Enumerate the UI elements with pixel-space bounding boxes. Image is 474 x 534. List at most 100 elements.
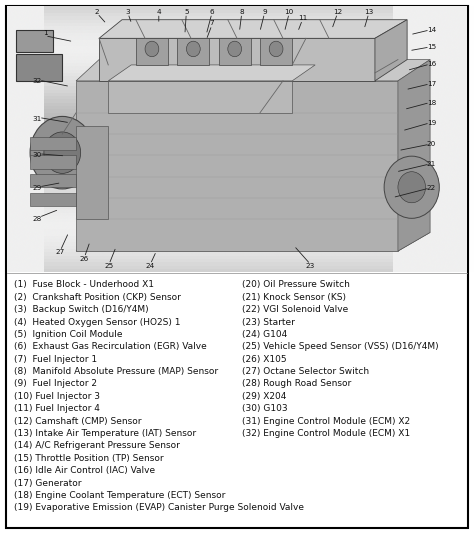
Text: 18: 18 (427, 99, 436, 106)
Circle shape (228, 41, 242, 57)
Bar (30, 155, 76, 169)
Text: 3: 3 (126, 9, 130, 15)
Bar (44, 150, 393, 153)
Bar (44, 36, 393, 40)
Text: (24) G104: (24) G104 (242, 330, 287, 339)
Polygon shape (76, 81, 398, 251)
Bar (44, 186, 393, 189)
Text: 8: 8 (239, 9, 244, 15)
Text: 21: 21 (427, 161, 436, 167)
Bar (44, 256, 393, 259)
Text: (27) Octane Selector Switch: (27) Octane Selector Switch (242, 367, 369, 376)
Text: (16) Idle Air Control (IAC) Valve: (16) Idle Air Control (IAC) Valve (14, 466, 155, 475)
Circle shape (269, 41, 283, 57)
Text: 24: 24 (146, 263, 155, 269)
Bar (44, 143, 393, 146)
Bar (44, 153, 393, 156)
Bar (44, 216, 393, 219)
Text: (10) Fuel Injector 3: (10) Fuel Injector 3 (14, 392, 100, 401)
Bar (44, 86, 393, 90)
Bar (44, 259, 393, 262)
Text: 28: 28 (32, 216, 42, 222)
Bar (44, 113, 393, 116)
Text: (14) A/C Refrigerant Pressure Sensor: (14) A/C Refrigerant Pressure Sensor (14, 442, 180, 450)
Bar (44, 242, 393, 246)
Bar (44, 123, 393, 126)
Bar (44, 133, 393, 136)
Bar (44, 163, 393, 166)
Polygon shape (398, 60, 430, 251)
Text: (26) X105: (26) X105 (242, 355, 286, 364)
Bar (44, 179, 393, 183)
Text: (12) Camshaft (CMP) Sensor: (12) Camshaft (CMP) Sensor (14, 417, 142, 426)
Text: (3)  Backup Switch (D16/Y4M): (3) Backup Switch (D16/Y4M) (14, 305, 149, 314)
Text: (9)  Fuel Injector 2: (9) Fuel Injector 2 (14, 380, 97, 388)
Bar (44, 23, 393, 26)
Text: (29) X204: (29) X204 (242, 392, 286, 401)
Bar (44, 66, 393, 69)
Bar (30, 137, 76, 150)
Text: (4)  Heated Oxygen Sensor (HO2S) 1: (4) Heated Oxygen Sensor (HO2S) 1 (14, 318, 181, 326)
Text: (30) G103: (30) G103 (242, 404, 287, 413)
Text: (11) Fuel Injector 4: (11) Fuel Injector 4 (14, 404, 100, 413)
Bar (44, 60, 393, 63)
Bar (44, 76, 393, 80)
Text: 2: 2 (95, 9, 100, 15)
Text: 7: 7 (210, 20, 214, 27)
Bar (30, 193, 76, 206)
Text: (31) Engine Control Module (ECM) X2: (31) Engine Control Module (ECM) X2 (242, 417, 410, 426)
Bar (44, 30, 393, 33)
Bar (177, 38, 210, 65)
Text: 22: 22 (427, 185, 436, 191)
Polygon shape (375, 20, 407, 81)
Bar (44, 99, 393, 103)
Bar (44, 96, 393, 99)
Text: 1: 1 (43, 30, 47, 36)
Text: (17) Generator: (17) Generator (14, 478, 82, 488)
Circle shape (398, 172, 426, 203)
Bar (136, 38, 168, 65)
Text: 19: 19 (427, 120, 436, 126)
Text: 15: 15 (427, 44, 436, 50)
Polygon shape (76, 232, 430, 251)
Bar (44, 103, 393, 106)
Bar (44, 189, 393, 193)
Bar (44, 116, 393, 120)
Bar (44, 232, 393, 236)
Text: (18) Engine Coolant Temperature (ECT) Sensor: (18) Engine Coolant Temperature (ECT) Se… (14, 491, 226, 500)
Bar (260, 38, 292, 65)
Text: 5: 5 (184, 9, 189, 15)
Bar (44, 156, 393, 159)
Bar (44, 109, 393, 113)
Bar (44, 126, 393, 129)
Bar (44, 6, 393, 10)
Circle shape (30, 116, 94, 189)
Bar (7, 6, 467, 272)
Bar (16, 30, 53, 52)
Bar (44, 193, 393, 196)
Text: 9: 9 (262, 9, 267, 15)
Text: 14: 14 (427, 27, 436, 33)
Bar (44, 249, 393, 253)
Text: (8)  Manifold Absolute Pressure (MAP) Sensor: (8) Manifold Absolute Pressure (MAP) Sen… (14, 367, 219, 376)
Text: 23: 23 (306, 263, 315, 269)
Text: (19) Evaporative Emission (EVAP) Canister Purge Solenoid Valve: (19) Evaporative Emission (EVAP) Caniste… (14, 504, 304, 512)
Polygon shape (99, 38, 375, 81)
Bar (16, 54, 62, 81)
Bar (44, 120, 393, 123)
Bar (44, 219, 393, 223)
Bar (44, 50, 393, 53)
Bar (44, 13, 393, 17)
Bar (44, 213, 393, 216)
Text: (23) Starter: (23) Starter (242, 318, 295, 326)
Bar (44, 266, 393, 269)
Bar (44, 209, 393, 213)
Bar (44, 199, 393, 202)
Text: (2)  Crankshaft Position (CKP) Sensor: (2) Crankshaft Position (CKP) Sensor (14, 293, 181, 302)
Bar (219, 38, 251, 65)
Bar (44, 136, 393, 139)
Text: 13: 13 (364, 9, 374, 15)
Text: 6: 6 (210, 9, 214, 15)
Text: (20) Oil Pressure Switch: (20) Oil Pressure Switch (242, 280, 350, 289)
Text: 16: 16 (427, 61, 436, 67)
